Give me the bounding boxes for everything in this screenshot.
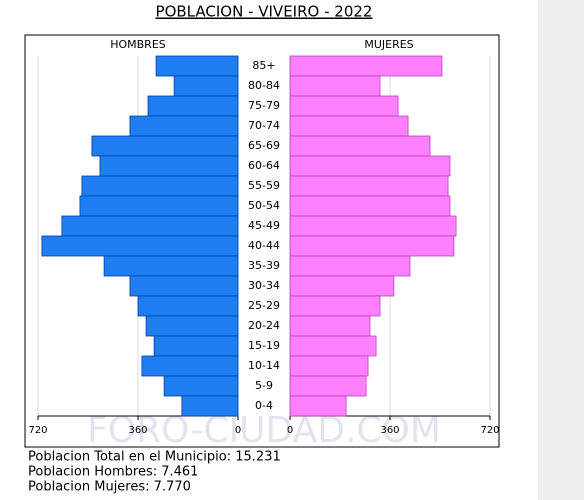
bar <box>289 135 431 157</box>
bar <box>137 295 239 317</box>
bar <box>289 395 347 417</box>
category-label: 50-54 <box>248 199 280 212</box>
bar <box>129 115 239 137</box>
bar <box>289 235 455 257</box>
legend-label: HOMBRES <box>110 38 166 51</box>
bar <box>289 355 369 377</box>
bar <box>141 355 239 377</box>
bar <box>289 335 377 357</box>
category-label: 15-19 <box>248 339 280 352</box>
bar <box>289 95 399 117</box>
legend-label: MUJERES <box>364 38 413 51</box>
bar <box>289 255 411 277</box>
bar <box>289 375 367 397</box>
category-label: 0-4 <box>255 399 273 412</box>
x-tick-label: 720 <box>28 425 47 436</box>
footer-line: Poblacion Mujeres: 7.770 <box>28 480 191 495</box>
bar <box>99 155 239 177</box>
x-tick-label: 720 <box>480 425 499 436</box>
bar <box>129 275 239 297</box>
watermark: FORO-CIUDAD.COM <box>87 410 441 451</box>
footer-line: Poblacion Hombres: 7.461 <box>28 465 198 480</box>
x-tick-label: 0 <box>287 425 293 436</box>
x-tick-label: 0 <box>235 425 241 436</box>
category-label: 60-64 <box>248 159 280 172</box>
side-strip <box>538 0 584 500</box>
category-label: 30-34 <box>248 279 280 292</box>
bar <box>289 175 449 197</box>
category-label: 35-39 <box>248 259 280 272</box>
category-label: 25-29 <box>248 299 280 312</box>
bar <box>289 215 457 237</box>
bar <box>153 335 239 357</box>
category-label: 20-24 <box>248 319 280 332</box>
bar <box>289 295 381 317</box>
bar <box>147 95 239 117</box>
bar <box>181 395 239 417</box>
bar <box>289 195 451 217</box>
bar <box>103 255 239 277</box>
category-label: 40-44 <box>248 239 280 252</box>
bar <box>81 175 239 197</box>
category-label: 55-59 <box>248 179 280 192</box>
category-label: 10-14 <box>248 359 280 372</box>
bar <box>173 75 239 97</box>
category-label: 75-79 <box>248 99 280 112</box>
bar <box>163 375 239 397</box>
bar <box>91 135 239 157</box>
chart-title: POBLACION - VIVEIRO - 2022 <box>156 3 373 21</box>
bar <box>61 215 239 237</box>
category-label: 45-49 <box>248 219 280 232</box>
bar <box>145 315 239 337</box>
category-label: 85+ <box>252 59 275 72</box>
category-label: 65-69 <box>248 139 280 152</box>
category-label: 5-9 <box>255 379 273 392</box>
bar <box>155 55 239 77</box>
x-tick-label: 360 <box>380 425 399 436</box>
footer-line: Poblacion Total en el Municipio: 15.231 <box>28 450 281 465</box>
category-label: 80-84 <box>248 79 280 92</box>
bar <box>41 235 239 257</box>
category-label: 70-74 <box>248 119 280 132</box>
bar <box>289 155 451 177</box>
bar <box>289 115 409 137</box>
x-tick-label: 360 <box>128 425 147 436</box>
bar <box>289 55 443 77</box>
bar <box>289 275 395 297</box>
bar <box>79 195 239 217</box>
bar <box>289 75 381 97</box>
bar <box>289 315 371 337</box>
